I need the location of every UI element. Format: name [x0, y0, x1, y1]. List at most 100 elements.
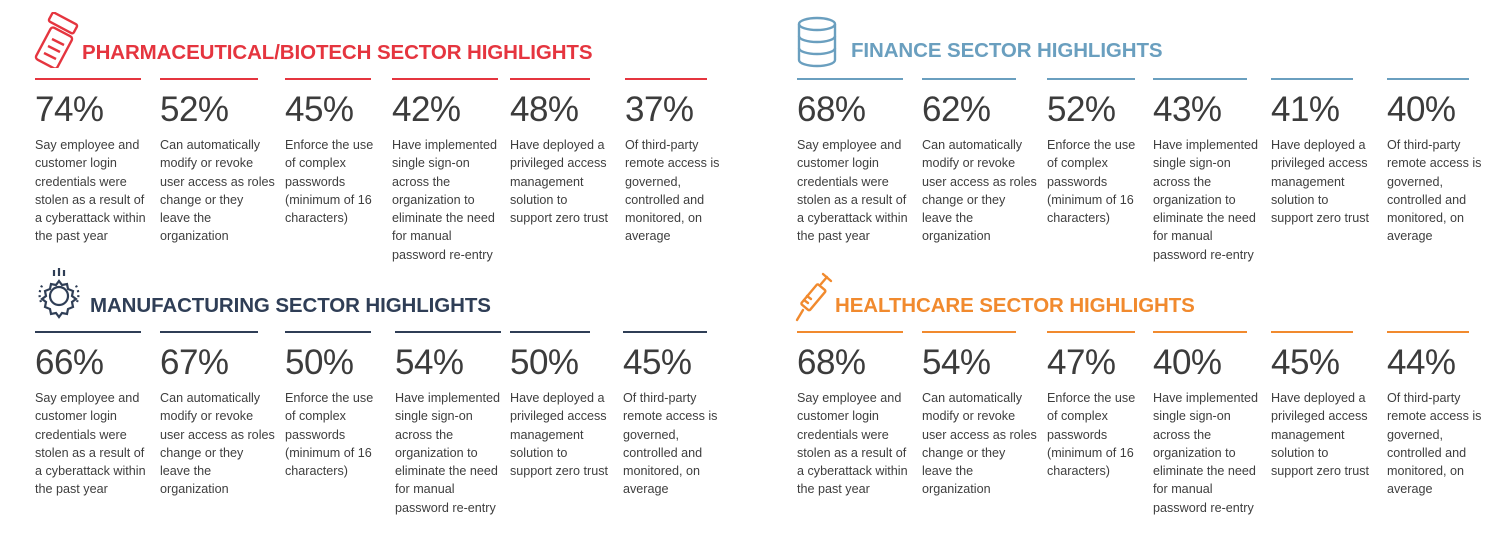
description-line: Say employee and	[797, 138, 902, 152]
description-line: leave the	[160, 464, 212, 479]
description-line: Have deployed a	[510, 138, 605, 152]
description-line: customer login	[797, 409, 879, 424]
sector-title: FINANCE SECTOR HIGHLIGHTS	[851, 39, 1163, 62]
description-line: across the	[1153, 174, 1212, 189]
description-line: privileged access	[1271, 409, 1368, 424]
stat-description: Have deployed a privileged access manageme…	[1271, 136, 1369, 227]
description-line: organization	[160, 229, 229, 244]
manufacturing-sector: MANUFACTURING SECTOR HIGHLIGHTS 66% Say …	[0, 0, 740, 558]
description-line: organization	[922, 229, 991, 244]
description-line: Can automatically	[922, 391, 1023, 405]
description-line: organization to	[1153, 445, 1236, 460]
description-line: privileged access	[510, 409, 607, 424]
stat-description: Can automatically modify or revoke user ac…	[160, 389, 275, 499]
stat-divider	[1047, 331, 1135, 333]
description-line: (minimum of 16	[1047, 445, 1134, 460]
description-line: credentials were	[797, 174, 889, 189]
stat-value: 68%	[797, 90, 866, 129]
description-line: a cyberattack within	[797, 211, 908, 226]
stat-value: 50%	[285, 343, 354, 382]
description-line: leave the	[922, 464, 974, 479]
description-line: password re-entry	[1153, 500, 1254, 515]
stat-value: 68%	[797, 343, 866, 382]
description-line: password re-entry	[395, 500, 496, 515]
description-line: organization to	[392, 192, 475, 207]
description-line: Have deployed a	[1271, 138, 1366, 152]
description-line: solution to	[1271, 192, 1329, 207]
stat-value: 52%	[160, 90, 229, 129]
stat-value: 54%	[395, 343, 464, 382]
description-line: Enforce the use	[1047, 138, 1136, 152]
description-line: support zero trust	[510, 464, 608, 479]
stat-description: Say employee and customer login credential…	[797, 136, 908, 246]
description-line: organization to	[395, 445, 478, 460]
description-line: Can automatically	[160, 391, 261, 405]
description-line: stolen as a result of	[797, 192, 907, 207]
description-line: for manual	[1153, 482, 1213, 497]
description-line: Enforce the use	[1047, 391, 1136, 405]
stat-divider	[510, 331, 590, 333]
description-line: monitored, on	[623, 464, 701, 479]
description-line: a cyberattack within	[797, 464, 908, 479]
description-line: leave the	[922, 211, 974, 226]
pill-bottle-icon	[34, 12, 79, 68]
description-line: management	[510, 174, 584, 189]
description-line: stolen as a result of	[35, 445, 145, 460]
stat-description: Have deployed a privileged access manageme…	[510, 136, 608, 227]
description-line: monitored, on	[1387, 464, 1465, 479]
stat-divider	[285, 331, 371, 333]
description-line: controlled and	[1387, 445, 1467, 460]
stat-divider	[1047, 78, 1135, 80]
description-line: modify or revoke	[160, 409, 254, 424]
sector-title: HEALTHCARE SECTOR HIGHLIGHTS	[835, 294, 1195, 317]
description-line: customer login	[35, 156, 117, 171]
stat-value: 50%	[510, 343, 579, 382]
description-line: Have implemented	[1153, 138, 1258, 152]
stat-value: 66%	[35, 343, 104, 382]
stat-divider	[625, 78, 707, 80]
description-line: Have deployed a	[1271, 391, 1366, 405]
description-line: of complex	[285, 156, 346, 171]
description-line: a cyberattack within	[35, 211, 146, 226]
description-line: change or they	[160, 192, 244, 207]
stat-value: 40%	[1153, 343, 1222, 382]
stat-value: 42%	[392, 90, 461, 129]
stat-description: Can automatically modify or revoke user ac…	[922, 389, 1037, 499]
stat-description: Of third-party remote access is governed, c…	[625, 136, 719, 246]
description-line: support zero trust	[510, 211, 608, 226]
stat-divider	[1153, 78, 1247, 80]
stat-divider	[922, 78, 1016, 80]
description-line: eliminate the need	[395, 464, 498, 479]
stat-description: Of third-party remote access is governed, c…	[1387, 136, 1481, 246]
description-line: Of third-party	[1387, 138, 1461, 152]
description-line: modify or revoke	[922, 156, 1016, 171]
description-line: monitored, on	[1387, 211, 1465, 226]
description-line: Have implemented	[395, 391, 500, 405]
stat-description: Have implemented single sign-on across the…	[392, 136, 497, 264]
description-line: the past year	[35, 482, 108, 497]
stat-divider	[35, 331, 141, 333]
stat-value: 54%	[922, 343, 991, 382]
description-line: the past year	[35, 229, 108, 244]
description-line: average	[1387, 229, 1433, 244]
stat-description: Can automatically modify or revoke user ac…	[922, 136, 1037, 246]
description-line: stolen as a result of	[35, 192, 145, 207]
stat-value: 52%	[1047, 90, 1116, 129]
description-line: the past year	[797, 229, 870, 244]
description-line: average	[1387, 482, 1433, 497]
description-line: Of third-party	[1387, 391, 1461, 405]
description-line: solution to	[510, 192, 568, 207]
description-line: passwords	[1047, 174, 1108, 189]
gear-icon	[38, 268, 80, 319]
stat-divider	[797, 78, 903, 80]
stat-divider	[160, 331, 258, 333]
description-line: Have implemented	[392, 138, 497, 152]
description-line: remote access is	[1387, 156, 1482, 171]
stat-divider	[35, 78, 141, 80]
description-line: for manual	[1153, 229, 1213, 244]
stat-value: 40%	[1387, 90, 1456, 129]
stat-description: Have implemented single sign-on across the…	[1153, 389, 1258, 517]
description-line: remote access is	[1387, 409, 1482, 424]
description-line: governed,	[1387, 174, 1444, 189]
stat-divider	[797, 331, 903, 333]
